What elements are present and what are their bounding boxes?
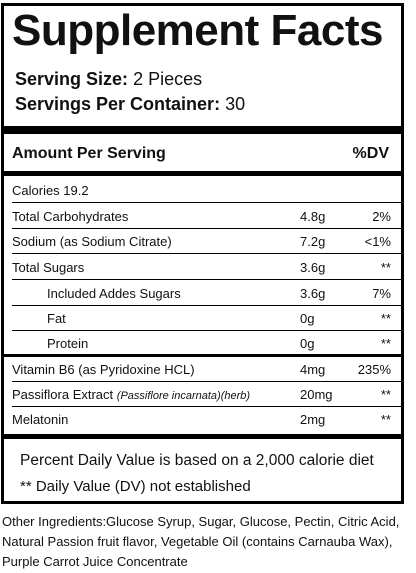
row-label: Fat bbox=[47, 311, 66, 326]
row-dv: ** bbox=[380, 412, 391, 427]
percent-dv-footnote: Percent Daily Value is based on a 2,000 … bbox=[20, 452, 374, 469]
row-label-main: Passiflora Extract bbox=[12, 387, 114, 402]
row-label: Sodium (as Sodium Citrate) bbox=[12, 234, 172, 249]
table-row: Total Carbohydrates 4.8g 2% bbox=[12, 204, 401, 229]
row-dv: ** bbox=[380, 336, 391, 351]
servings-per-container: Servings Per Container: 30 bbox=[15, 94, 245, 115]
row-label: Vitamin B6 (as Pyridoxine HCL) bbox=[12, 362, 195, 377]
calories-row: Calories 19.2 bbox=[12, 178, 401, 203]
row-amount: 0g bbox=[300, 336, 315, 351]
table-row: Included Addes Sugars 3.6g 7% bbox=[12, 281, 401, 306]
serving-size: Serving Size: 2 Pieces bbox=[15, 69, 202, 90]
row-dv: ** bbox=[380, 311, 391, 326]
serving-size-label: Serving Size: bbox=[15, 69, 129, 89]
row-dv: 7% bbox=[372, 286, 391, 301]
row-label: Included Addes Sugars bbox=[47, 286, 181, 301]
calories-label: Calories 19.2 bbox=[12, 183, 89, 198]
header-divider bbox=[4, 171, 401, 176]
table-row: Melatonin 2mg ** bbox=[12, 407, 401, 431]
row-label: Passiflora Extract (Passiflore incarnata… bbox=[12, 387, 250, 402]
section-divider bbox=[4, 354, 401, 357]
row-amount: 4.8g bbox=[300, 209, 326, 224]
other-ingredients: Other Ingredients:Glucose Syrup, Sugar, … bbox=[2, 514, 400, 569]
row-dv: 235% bbox=[357, 362, 391, 377]
servings-per-container-label: Servings Per Container: bbox=[15, 94, 221, 114]
row-dv: <1% bbox=[364, 234, 391, 249]
row-dv: 2% bbox=[372, 209, 391, 224]
row-dv: ** bbox=[380, 387, 391, 402]
row-label: Total Carbohydrates bbox=[12, 209, 129, 224]
table-row: Total Sugars 3.6g ** bbox=[12, 255, 401, 280]
table-row: Protein 0g ** bbox=[12, 331, 401, 356]
row-amount: 3.6g bbox=[300, 260, 326, 275]
thick-divider bbox=[4, 126, 401, 134]
servings-per-container-value: 30 bbox=[225, 94, 246, 114]
footnote-divider bbox=[4, 434, 401, 439]
row-label: Protein bbox=[47, 336, 89, 351]
row-amount: 3.6g bbox=[300, 286, 326, 301]
serving-size-value: 2 Pieces bbox=[133, 69, 203, 89]
row-amount: 2mg bbox=[300, 412, 326, 427]
row-label: Melatonin bbox=[12, 412, 69, 427]
column-header: Amount Per Serving %DV bbox=[12, 145, 393, 163]
amount-per-serving-header: Amount Per Serving bbox=[12, 145, 166, 162]
dv-not-established-footnote: ** Daily Value (DV) not established bbox=[20, 478, 251, 495]
table-row: Fat 0g ** bbox=[12, 306, 401, 331]
table-row: Passiflora Extract (Passiflore incarnata… bbox=[12, 382, 401, 407]
row-amount: 7.2g bbox=[300, 234, 326, 249]
row-label: Total Sugars bbox=[12, 260, 85, 275]
table-row: Sodium (as Sodium Citrate) 7.2g <1% bbox=[12, 229, 401, 254]
row-amount: 0g bbox=[300, 311, 315, 326]
supplement-facts-panel: Supplement Facts Serving Size: 2 Pieces … bbox=[1, 3, 404, 504]
row-label-latin: (Passiflore incarnata)(herb) bbox=[116, 390, 251, 402]
row-amount: 4mg bbox=[300, 362, 326, 377]
table-row: Vitamin B6 (as Pyridoxine HCL) 4mg 235% bbox=[12, 357, 401, 382]
panel-title: Supplement Facts bbox=[12, 6, 383, 55]
dv-header: %DV bbox=[352, 145, 389, 162]
row-amount: 20mg bbox=[300, 387, 333, 402]
row-dv: ** bbox=[380, 260, 391, 275]
